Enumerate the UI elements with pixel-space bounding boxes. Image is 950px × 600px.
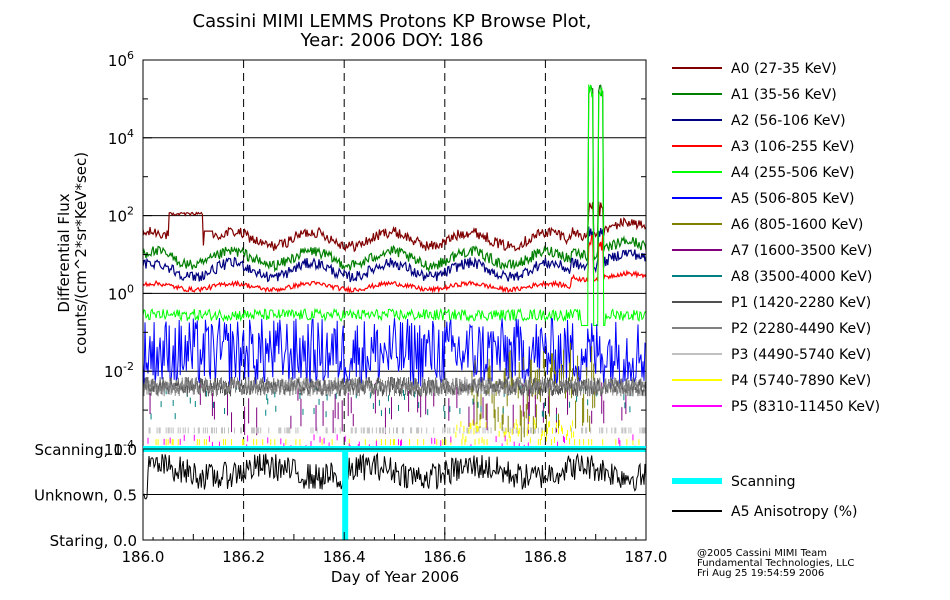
x-tick-label: 186.2 [222, 548, 265, 566]
credit-line1: @2005 Cassini MIMI Team [697, 548, 827, 559]
flux-panel: 106 104 102 100 10-2 10-4 [104, 49, 647, 459]
flux-gridlines [143, 60, 646, 449]
flux-y-tick-label: 106 [108, 49, 134, 70]
x-tick-label: 186.6 [423, 548, 466, 566]
anisotropy-y-ticks: Scanning, 1.0 Unknown, 0.5 Staring, 0.0 [34, 441, 137, 550]
series-line-p4 [155, 415, 640, 446]
series-line-p1-trace [142, 378, 647, 396]
flux-y-tick-label: 10-4 [104, 438, 134, 459]
x-axis-label: Day of Year 2006 [331, 568, 459, 586]
x-tick-label: 186.8 [524, 548, 567, 566]
legend-label: A0 (27-35 KeV) [731, 61, 837, 77]
series-line-a4 [142, 84, 647, 326]
x-tick-label: 187.0 [625, 548, 668, 566]
flux-legend: A0 (27-35 KeV) A1 (35-56 KeV) A2 (56-106 K… [672, 61, 880, 415]
series-line-a1 [142, 84, 647, 273]
series-line-a7 [149, 382, 627, 436]
anisotropy-y-tick-label: Unknown, 0.5 [34, 487, 137, 505]
flux-y-ticks: 106 104 102 100 10-2 10-4 [104, 49, 646, 459]
series-line-a2 [142, 226, 647, 283]
x-ticks: 186.0 186.2 186.4 186.6 186.8 187.0 [122, 532, 668, 566]
legend-label: A7 (1600-3500 KeV) [731, 243, 872, 259]
scanning-staring-bar [342, 449, 349, 540]
legend-label: A4 (255-506 KeV) [731, 165, 854, 181]
anisotropy-panel: Scanning, 1.0 Unknown, 0.5 Staring, 0.0 18… [34, 441, 668, 566]
y-axis-label-line2: counts/(cm^2*sr*KeV*sec) [72, 152, 90, 354]
y-axis-label-line1: Differential Flux [55, 193, 73, 312]
legend-label: P4 (5740-7890 KeV) [731, 373, 871, 389]
legend-label: P2 (2280-4490 KeV) [731, 321, 871, 337]
series-line-p3 [148, 427, 647, 434]
chart-title-line1: Cassini MIMI LEMMS Protons KP Browse Plo… [193, 11, 592, 32]
x-tick-label: 186.4 [323, 548, 366, 566]
flux-series [142, 84, 647, 449]
legend-label: A5 (506-805 KeV) [731, 191, 854, 207]
flux-y-tick-label: 102 [108, 205, 134, 226]
legend-label: A3 (106-255 KeV) [731, 139, 854, 155]
series-line-a0 [142, 201, 647, 253]
anisotropy-legend: Scanning A5 Anisotropy (%) [672, 474, 858, 520]
credit-line3: Fri Aug 25 19:54:59 2006 [697, 568, 824, 579]
credit-line2: Fundamental Technologies, LLC [697, 558, 854, 569]
chart-title-line2: Year: 2006 DOY: 186 [300, 30, 484, 51]
flux-y-tick-label: 100 [108, 282, 134, 303]
series-line-a5 [142, 317, 647, 389]
series-line-anisotropy [142, 452, 647, 500]
legend-label: A5 Anisotropy (%) [731, 504, 858, 520]
legend-label: A1 (35-56 KeV) [731, 87, 837, 103]
x-tick-label: 186.0 [122, 548, 165, 566]
series-line-a6 [471, 342, 596, 442]
series-line-a3 [142, 234, 647, 295]
legend-label: Scanning [731, 474, 796, 490]
legend-label: P1 (1420-2280 KeV) [731, 295, 871, 311]
series-line-p2-trace [142, 378, 647, 395]
anisotropy-y-tick-label: Scanning, 1.0 [34, 441, 137, 459]
flux-y-tick-label: 10-2 [104, 360, 134, 381]
legend-label: A2 (56-106 KeV) [731, 113, 846, 129]
legend-label: A8 (3500-4000 KeV) [731, 269, 872, 285]
flux-y-tick-label: 104 [108, 127, 134, 148]
legend-label: P5 (8310-11450 KeV) [731, 399, 880, 415]
anisotropy-y-tick-label: Staring, 0.0 [50, 532, 137, 550]
legend-label: P3 (4490-5740 KeV) [731, 347, 871, 363]
legend-label: A6 (805-1600 KeV) [731, 217, 863, 233]
